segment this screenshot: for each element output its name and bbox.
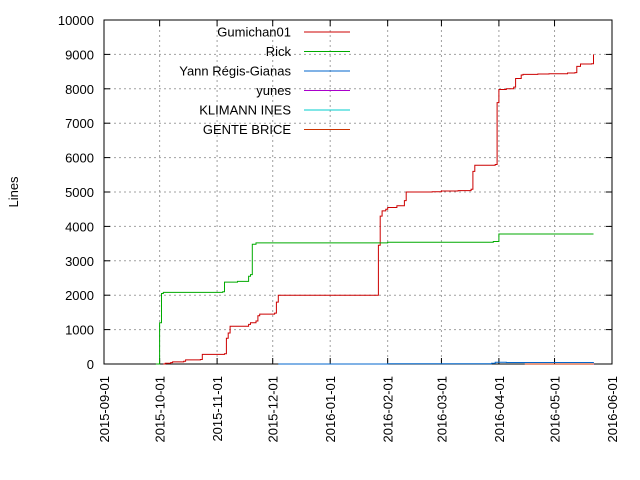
- x-tick-label: 2015-09-01: [97, 376, 112, 443]
- y-tick-label: 8000: [65, 82, 94, 97]
- x-tick-label: 2015-10-01: [153, 376, 168, 443]
- series-line-1: [163, 54, 594, 365]
- x-tick-label: 2016-03-01: [434, 376, 449, 443]
- x-axis: 2015-09-01 2015-10-01 2015-11-01 2015-12-01…: [97, 20, 620, 443]
- legend: Gumichan01 Rick Yann Régis-Gianas yunes KLIM…: [179, 25, 350, 137]
- y-tick-label: 5000: [65, 185, 94, 200]
- x-tick-label: 2016-04-01: [492, 376, 507, 443]
- y-tick-label: 10000: [58, 13, 94, 28]
- legend-label: Gumichan01: [217, 25, 291, 40]
- x-tick-label: 2016-01-01: [323, 376, 338, 443]
- legend-label: yunes: [256, 83, 291, 98]
- y-tick-label: 1000: [65, 323, 94, 338]
- y-tick-label: 4000: [65, 219, 94, 234]
- y-axis: 0 1000 2000 3000 4000 5000 6000 7000 8000 9000 100…: [58, 13, 612, 372]
- x-tick-label: 2015-11-01: [210, 376, 225, 442]
- y-tick-label: 0: [87, 357, 94, 372]
- y-tick-label: 6000: [65, 151, 94, 166]
- y-axis-label: Lines: [6, 176, 21, 208]
- series-group: [155, 54, 594, 365]
- y-tick-label: 2000: [65, 288, 94, 303]
- y-tick-label: 9000: [65, 47, 94, 62]
- x-tick-label: 2016-02-01: [381, 376, 396, 443]
- x-tick-label: 2016-05-01: [548, 376, 563, 443]
- legend-label: GENTE BRICE: [203, 122, 291, 137]
- series-line-2: [155, 233, 594, 365]
- y-tick-label: 3000: [65, 254, 94, 269]
- x-tick-label: 2015-12-01: [266, 376, 281, 443]
- y-tick-label: 7000: [65, 116, 94, 131]
- grid: [104, 20, 612, 364]
- legend-label: Rick: [266, 44, 292, 59]
- legend-label: Yann Régis-Gianas: [179, 64, 291, 79]
- x-tick-label: 2016-06-01: [605, 376, 620, 443]
- legend-label: KLIMANN INES: [199, 103, 291, 118]
- series-line-3: [278, 361, 594, 365]
